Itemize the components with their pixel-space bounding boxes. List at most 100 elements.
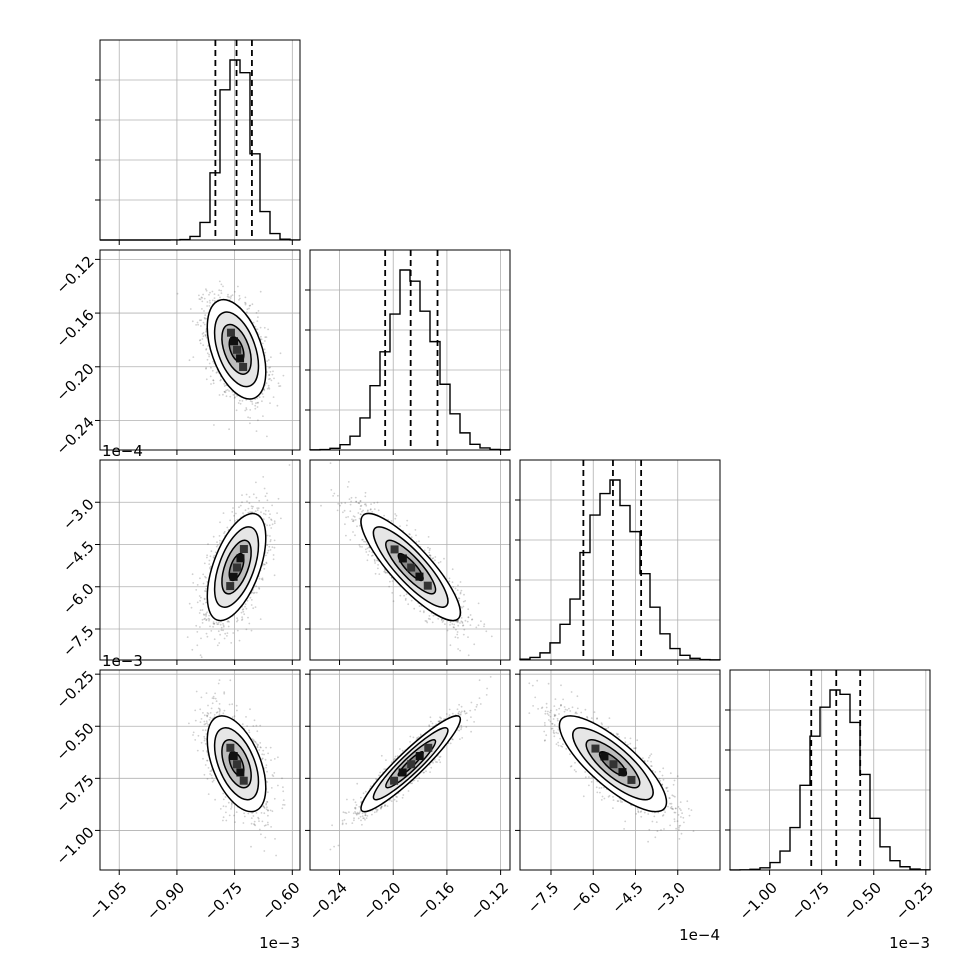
scatter-point — [205, 348, 208, 351]
scatter-point — [270, 356, 272, 359]
scatter-point — [365, 504, 368, 507]
scatter-point — [241, 619, 243, 621]
scatter-point — [220, 289, 223, 292]
scatter-point — [258, 587, 260, 589]
scatter-point — [196, 631, 199, 633]
scatter-point — [461, 621, 464, 623]
scatter-point — [257, 419, 259, 422]
panel-2-0 — [186, 464, 291, 659]
scatter-point — [245, 407, 248, 409]
scatter-point — [258, 577, 261, 580]
scatter-point — [196, 321, 199, 324]
scatter-point — [271, 546, 274, 548]
scatter-point — [262, 396, 265, 398]
scatter-point — [242, 608, 245, 610]
scatter-point — [252, 321, 255, 324]
grid — [100, 250, 300, 450]
scatter-point — [198, 319, 201, 322]
scatter-point — [203, 618, 206, 620]
scatter-point — [268, 524, 271, 527]
scatter-point — [266, 492, 268, 495]
scatter-point — [192, 356, 195, 358]
scatter-point — [268, 374, 270, 376]
scatter-point — [254, 325, 257, 328]
scatter-point — [252, 592, 255, 595]
scatter-point — [223, 390, 226, 393]
scatter-point — [209, 566, 211, 569]
scatter-point — [212, 621, 215, 623]
scatter-point — [210, 550, 213, 553]
scatter-point — [223, 385, 226, 387]
scatter-point — [264, 340, 266, 342]
scatter-point — [208, 353, 211, 356]
scatter-point — [222, 624, 225, 627]
scatter-point — [266, 552, 269, 554]
scatter-point — [259, 618, 262, 620]
scatter-point — [191, 573, 194, 576]
scatter-point — [361, 538, 363, 541]
scatter-point — [226, 620, 229, 623]
scatter-point — [228, 428, 231, 431]
scatter-point — [199, 342, 202, 345]
scatter-point — [205, 367, 208, 369]
scatter-point — [232, 507, 234, 509]
scatter-point — [236, 619, 239, 622]
scatter-point — [205, 289, 208, 292]
scatter-point — [461, 622, 464, 624]
scatter-point — [247, 511, 250, 514]
scatter-point — [273, 520, 276, 523]
density-core-cell — [239, 362, 248, 371]
scatter-point — [198, 612, 201, 614]
scatter-point — [457, 636, 459, 639]
scatter-point — [256, 509, 259, 511]
scatter-point — [205, 632, 208, 635]
scatter-point — [201, 618, 204, 621]
scatter-point — [280, 517, 282, 520]
scatter-point — [359, 513, 362, 516]
scatter-point — [366, 510, 369, 512]
scatter-point — [251, 507, 254, 510]
scatter-point — [277, 497, 280, 500]
scatter-point — [220, 378, 222, 381]
scatter-point — [206, 611, 209, 614]
scatter-point — [266, 387, 269, 390]
scatter-point — [212, 622, 215, 625]
scatter-point — [206, 352, 209, 355]
scatter-point — [234, 396, 236, 398]
scatter-point — [260, 338, 263, 341]
scatter-point — [250, 629, 253, 632]
scatter-point — [205, 588, 207, 590]
scatter-point — [213, 622, 216, 625]
scatter-point — [195, 624, 198, 627]
scatter-point — [219, 379, 222, 382]
scatter-point — [483, 625, 485, 628]
scatter-point — [357, 512, 360, 514]
scatter-point — [427, 536, 430, 538]
scatter-point — [231, 511, 234, 513]
panel-frame-1-0 — [99, 249, 301, 451]
scatter-point — [431, 557, 434, 560]
scatter-point — [462, 624, 465, 627]
scatter-point — [241, 501, 243, 504]
scatter-point — [204, 335, 207, 337]
scatter-point — [442, 619, 445, 622]
scatter-point — [384, 571, 387, 574]
y-tick-label: −3.0 — [59, 495, 97, 533]
scatter-point — [210, 630, 213, 632]
scatter-point — [236, 620, 238, 623]
scatter-point — [248, 496, 251, 498]
scatter-point — [213, 424, 215, 426]
scatter-point — [369, 508, 372, 510]
panel-frame-3-3 — [729, 669, 931, 871]
scatter-point — [244, 603, 247, 605]
scatter-point — [229, 519, 232, 522]
scatter-point — [215, 621, 218, 624]
scatter-point — [270, 518, 272, 521]
scatter-point — [265, 382, 268, 385]
scatter-point — [209, 375, 212, 378]
scatter-point — [424, 620, 427, 622]
scatter-point — [367, 509, 369, 512]
scatter-point — [212, 379, 215, 382]
scatter-point — [204, 334, 207, 336]
scatter-point — [256, 406, 259, 408]
